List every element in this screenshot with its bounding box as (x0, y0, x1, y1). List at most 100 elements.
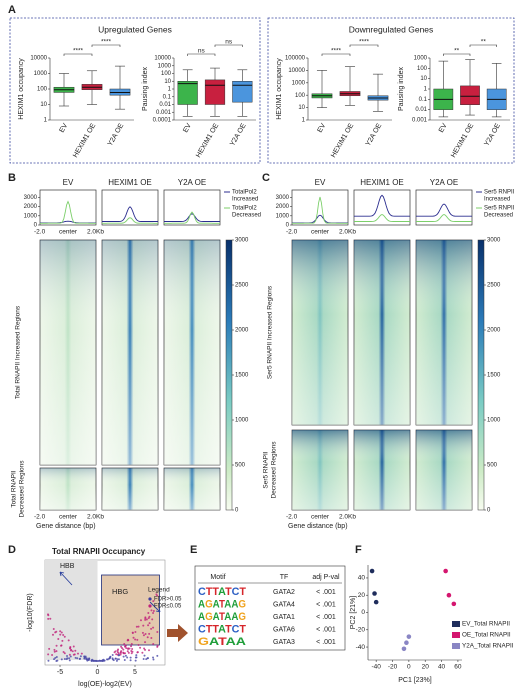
point-cloud (114, 657, 117, 660)
table-header: Motif (210, 574, 225, 581)
point-cloud (88, 657, 91, 660)
point-cloud (135, 654, 138, 657)
group-title: Downregulated Genes (349, 24, 434, 34)
colorbar-label: 1500 (487, 373, 501, 379)
point-cloud (136, 651, 139, 654)
table-header: adj P-val (312, 574, 340, 581)
point-cloud (54, 631, 57, 634)
x-axis-label: Gene distance (bp) (36, 523, 96, 530)
table-cell: < .001 (316, 614, 336, 621)
point-cloud (51, 633, 54, 636)
point (406, 634, 412, 639)
y-tick-label: 10 (40, 102, 47, 108)
point-cloud (152, 626, 155, 629)
point-cloud (136, 638, 139, 641)
y-tick-label: 100 (417, 66, 428, 72)
x-tick-label: Y2A OE (483, 122, 502, 147)
point-cloud (72, 645, 75, 648)
y-axis-label: -log10(FDR) (27, 593, 34, 632)
profile-line (416, 203, 472, 217)
y-tick-label: 0 (34, 223, 38, 229)
colorbar-label: 2500 (487, 283, 501, 289)
y-tick-label: 0.0001 (153, 118, 172, 124)
point-cloud (152, 656, 155, 659)
x-tick-label: Y2A OE (365, 122, 384, 147)
point-cloud (144, 641, 147, 644)
x-tick-label: 2.0Kb (87, 229, 104, 236)
table-cell: < .001 (316, 626, 336, 633)
x-tick-label: EV (182, 122, 193, 134)
point-cloud (121, 647, 124, 650)
point-cloud (156, 645, 159, 648)
point-cloud (116, 658, 119, 661)
point-cloud (68, 657, 71, 660)
point-cloud (142, 634, 145, 637)
point-cloud (131, 650, 134, 653)
point-cloud (124, 652, 127, 655)
x-tick-label: -5 (57, 669, 63, 676)
point-cloud (150, 636, 153, 639)
x-tick-label: -2.0 (34, 514, 46, 521)
point-cloud (114, 650, 117, 653)
box (232, 81, 253, 103)
point-cloud (134, 638, 137, 641)
heatmap-shade (164, 240, 220, 465)
colorbar (477, 239, 485, 511)
point (451, 601, 457, 607)
point (446, 592, 452, 598)
point-cloud (47, 614, 50, 617)
point-cloud (156, 630, 159, 633)
point-cloud (52, 627, 55, 630)
point-cloud (135, 656, 138, 659)
profile-frame (101, 189, 159, 226)
y-tick-label: -40 (356, 644, 366, 651)
point-cloud (139, 646, 142, 649)
heatmap-shade (354, 240, 410, 425)
point-cloud (55, 644, 58, 647)
point-cloud (61, 639, 64, 642)
colorbar-label: 1000 (235, 418, 249, 424)
point (369, 568, 375, 574)
significance-label: **** (73, 48, 84, 55)
point-cloud (137, 625, 140, 628)
x-tick-label: 0 (96, 669, 100, 676)
significance-bracket (63, 53, 93, 56)
profile-line (416, 213, 472, 222)
point-cloud (47, 659, 50, 662)
point-cloud (111, 654, 114, 657)
profile-line (354, 213, 410, 222)
y-tick-label: 1 (168, 87, 172, 93)
point-cloud (91, 658, 94, 661)
table-cell: GATA2 (273, 589, 295, 596)
profile-line (292, 196, 348, 224)
point-cloud (48, 647, 51, 650)
point-cloud (101, 659, 104, 662)
significance-label: ** (481, 39, 487, 46)
x-tick-label: 20 (422, 664, 430, 671)
x-tick-label: Y2A OE (229, 122, 248, 147)
point-cloud (144, 618, 147, 621)
significance-bracket (187, 53, 216, 56)
point-cloud (120, 650, 123, 653)
annotation: HBG (112, 587, 128, 596)
y-axis-label: Pausing index (142, 67, 149, 111)
colorbar-label: 2000 (487, 328, 501, 334)
panel-label: D (8, 544, 16, 556)
x-tick-label: -2.0 (286, 229, 298, 236)
table-cell: < .001 (316, 639, 336, 646)
point-cloud (54, 656, 57, 659)
x-tick-label: -2.0 (286, 514, 298, 521)
profile-line (102, 206, 158, 222)
profile-line (102, 217, 158, 224)
annotation-arrow (149, 601, 161, 613)
point-cloud (144, 616, 147, 619)
motif-logo: AGATAAG (198, 611, 246, 623)
legend-label: Decreased (484, 213, 513, 219)
x-tick-label: 40 (438, 664, 446, 671)
significance-bracket (214, 44, 243, 47)
point-cloud (60, 644, 63, 647)
colorbar-label: 500 (487, 463, 498, 469)
point-cloud (148, 649, 151, 652)
colorbar-label: 0 (235, 508, 239, 514)
